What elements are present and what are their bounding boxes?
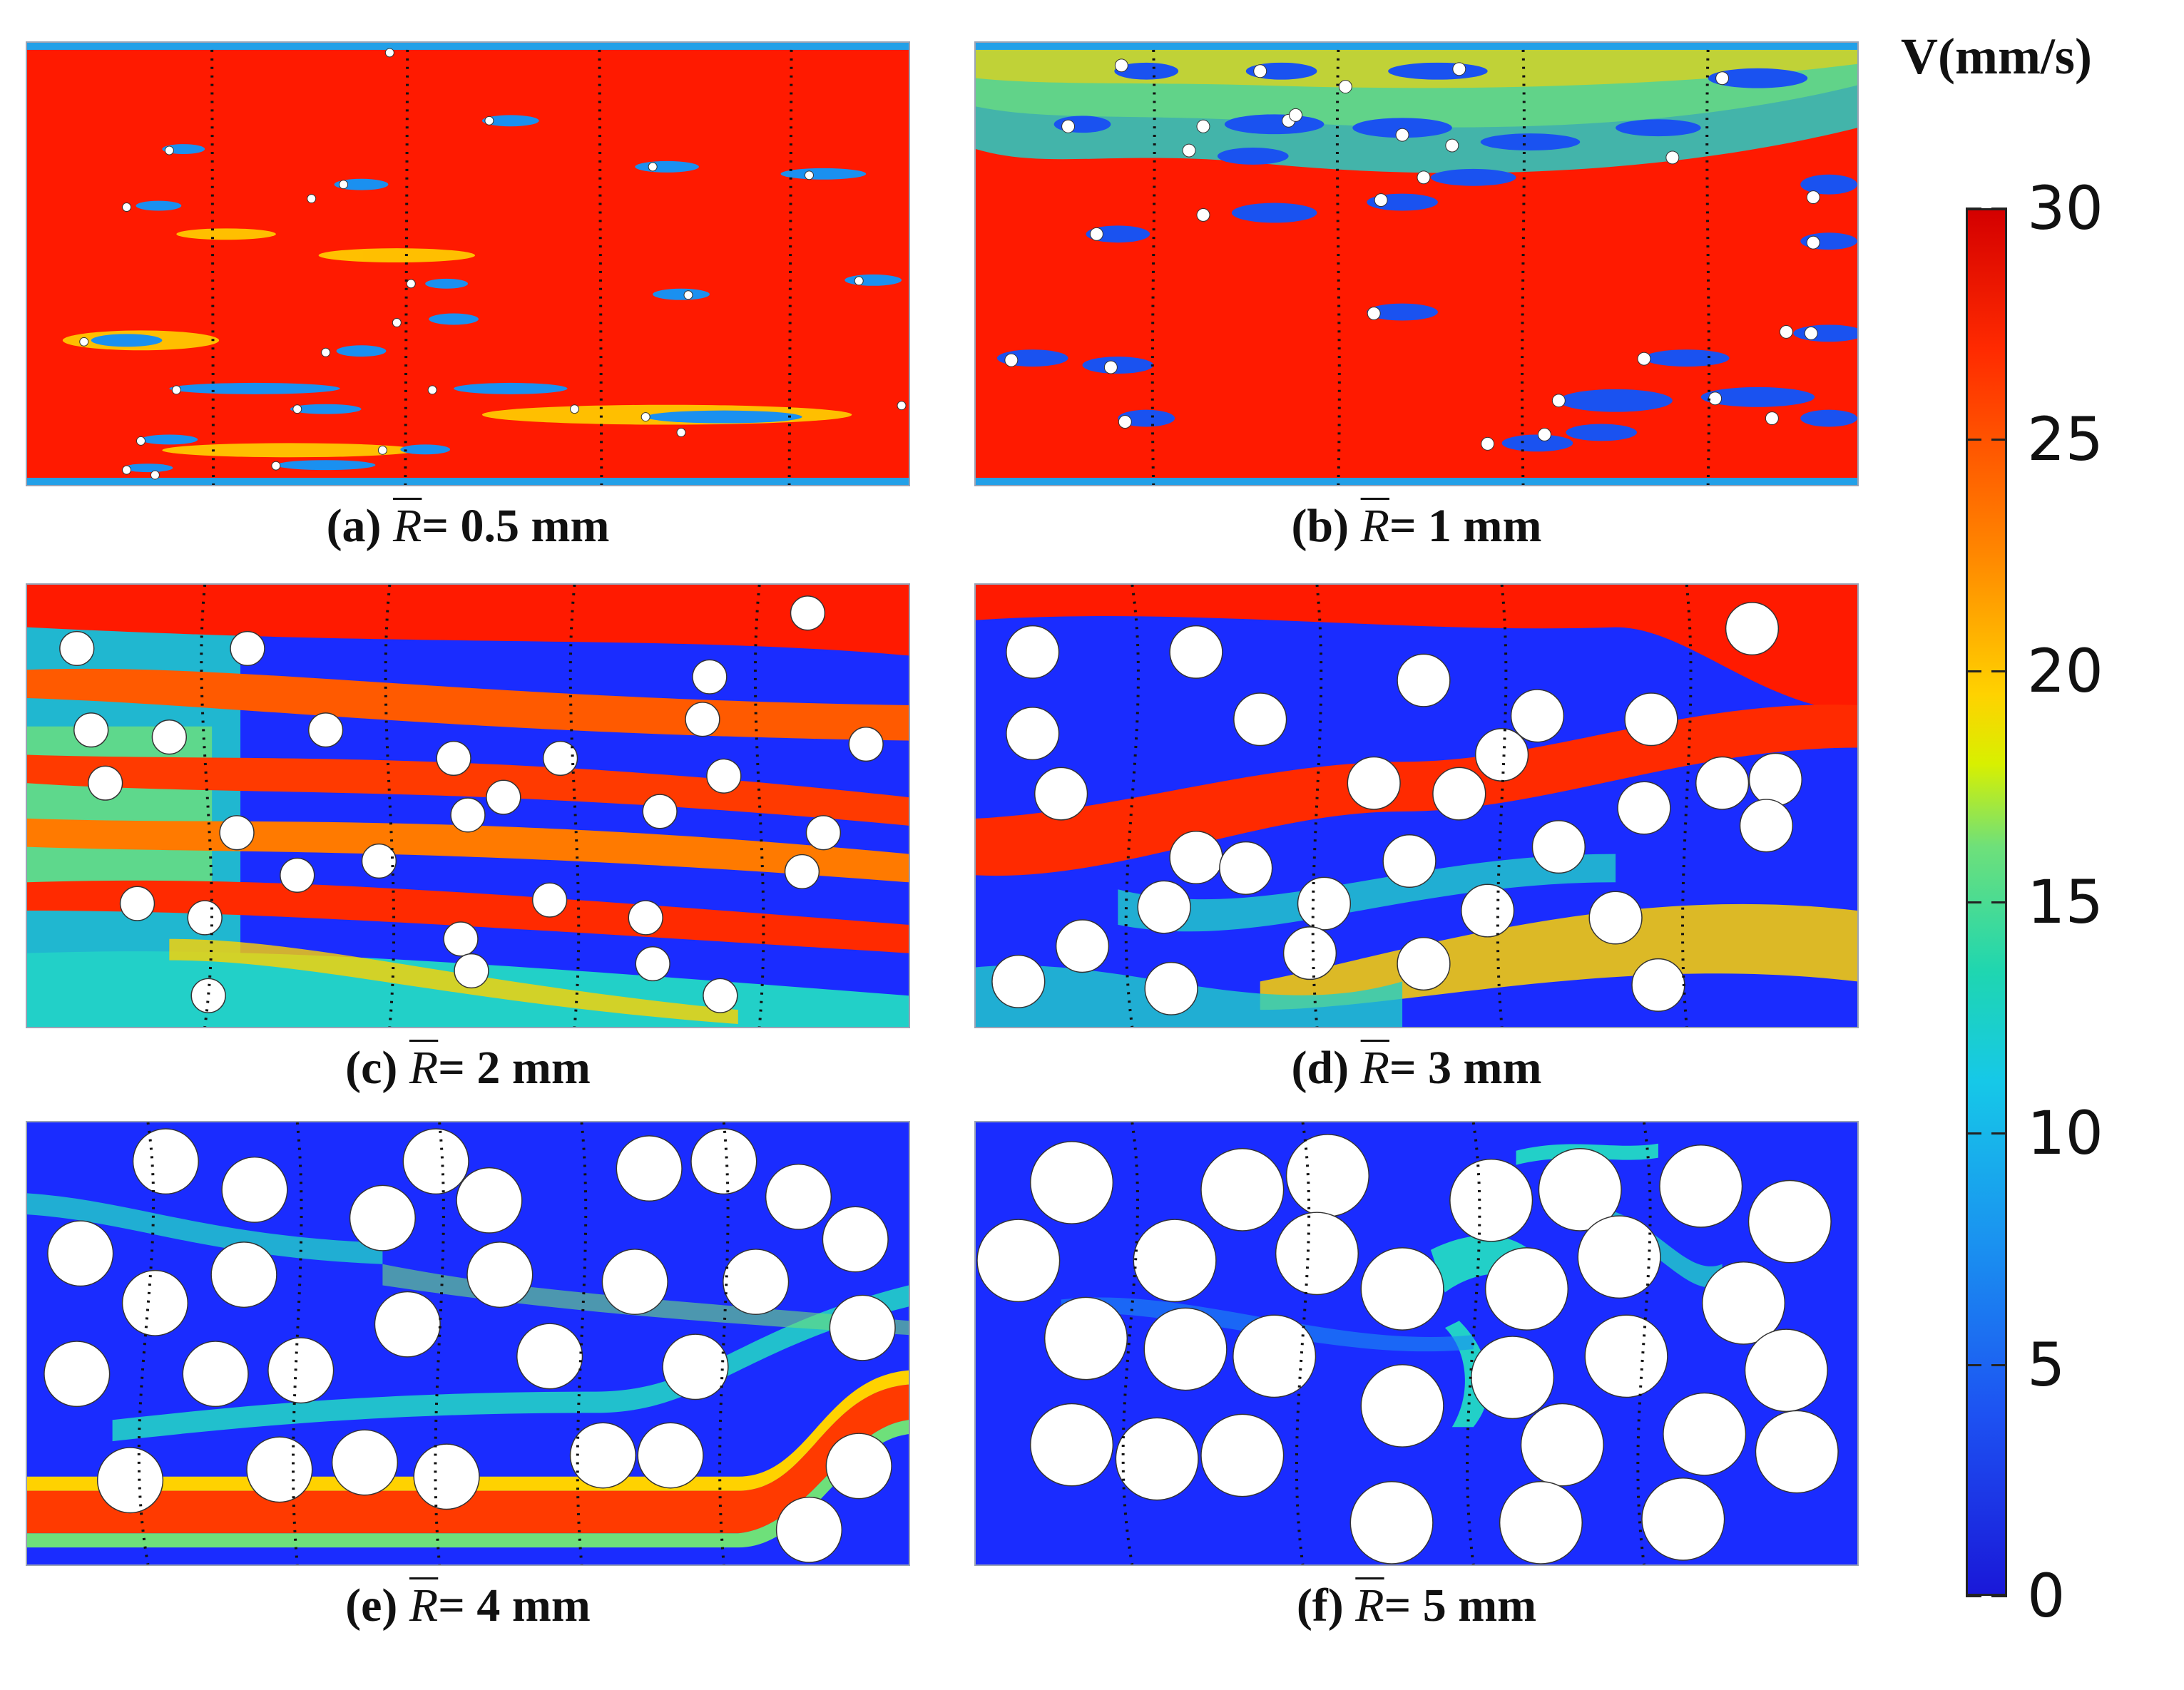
caption-b-symbol: R: [1360, 500, 1389, 552]
colorbar-tick-mark: [1991, 439, 2007, 441]
colorbar-tick-mark: [1991, 1595, 2007, 1597]
panel-c-plot: [27, 585, 909, 1027]
panel-e-plot: [27, 1122, 909, 1564]
caption-d: (d) R= 3 mm: [974, 1041, 1859, 1095]
panel-e-velocity-field: [26, 1121, 910, 1566]
caption-b-value: = 1 mm: [1389, 500, 1542, 552]
colorbar-tick-mark: [1966, 439, 1981, 441]
panel-c-velocity-field: [26, 583, 910, 1028]
colorbar-tick-label: 30: [2027, 173, 2103, 243]
colorbar-tick-label: 25: [2027, 404, 2103, 475]
caption-a-symbol: R: [393, 500, 422, 552]
colorbar-tick-mark: [1966, 1132, 1981, 1135]
colorbar-tick-mark: [1991, 1132, 2007, 1135]
colorbar-tick-label: 5: [2027, 1329, 2066, 1400]
panel-a-velocity-field: [26, 41, 910, 486]
caption-d-value: = 3 mm: [1389, 1042, 1542, 1094]
caption-c-label: (c): [345, 1042, 398, 1094]
caption-c: (c) R= 2 mm: [26, 1041, 910, 1095]
caption-e-value: = 4 mm: [438, 1579, 591, 1632]
colorbar-tick-label: 10: [2027, 1098, 2103, 1169]
caption-a-label: (a): [326, 500, 382, 552]
colorbar-tick-mark: [1966, 670, 1981, 672]
colorbar-tick-mark: [1966, 1363, 1981, 1366]
caption-b-label: (b): [1291, 500, 1349, 552]
caption-b: (b) R= 1 mm: [974, 499, 1859, 553]
colorbar-tick-mark: [1991, 901, 2007, 903]
panel-d-plot: [976, 585, 1857, 1027]
caption-e-label: (e): [345, 1579, 398, 1632]
colorbar-tick-mark: [1966, 1595, 1981, 1597]
panel-b-plot: [976, 43, 1857, 485]
panel-d-velocity-field: [974, 583, 1859, 1028]
caption-c-symbol: R: [409, 1042, 439, 1094]
caption-e: (e) R= 4 mm: [26, 1579, 910, 1633]
panel-f-velocity-field: [974, 1121, 1859, 1566]
panel-f-plot: [976, 1122, 1857, 1564]
colorbar-tick-mark: [1991, 208, 2007, 210]
colorbar-tick-label: 20: [2027, 635, 2103, 706]
colorbar-tick-mark: [1966, 901, 1981, 903]
caption-f: (f) R= 5 mm: [974, 1579, 1859, 1633]
caption-d-symbol: R: [1360, 1042, 1389, 1094]
colorbar-title: V(mm/s): [1901, 28, 2092, 85]
caption-e-symbol: R: [409, 1579, 439, 1632]
caption-a-value: = 0.5 mm: [422, 500, 610, 552]
caption-f-label: (f): [1296, 1579, 1344, 1632]
colorbar-tick-mark: [1966, 208, 1981, 210]
caption-c-value: = 2 mm: [438, 1042, 591, 1094]
panel-a-plot: [27, 43, 909, 485]
caption-d-label: (d): [1291, 1042, 1349, 1094]
colorbar-tick-mark: [1991, 1363, 2007, 1366]
panel-b-velocity-field: [974, 41, 1859, 486]
caption-f-value: = 5 mm: [1384, 1579, 1537, 1632]
colorbar-tick-label: 15: [2027, 867, 2103, 937]
caption-f-symbol: R: [1355, 1579, 1384, 1632]
colorbar-tick-mark: [1991, 670, 2007, 672]
colorbar-tick-label: 0: [2027, 1561, 2066, 1631]
caption-a: (a) R= 0.5 mm: [26, 499, 910, 553]
